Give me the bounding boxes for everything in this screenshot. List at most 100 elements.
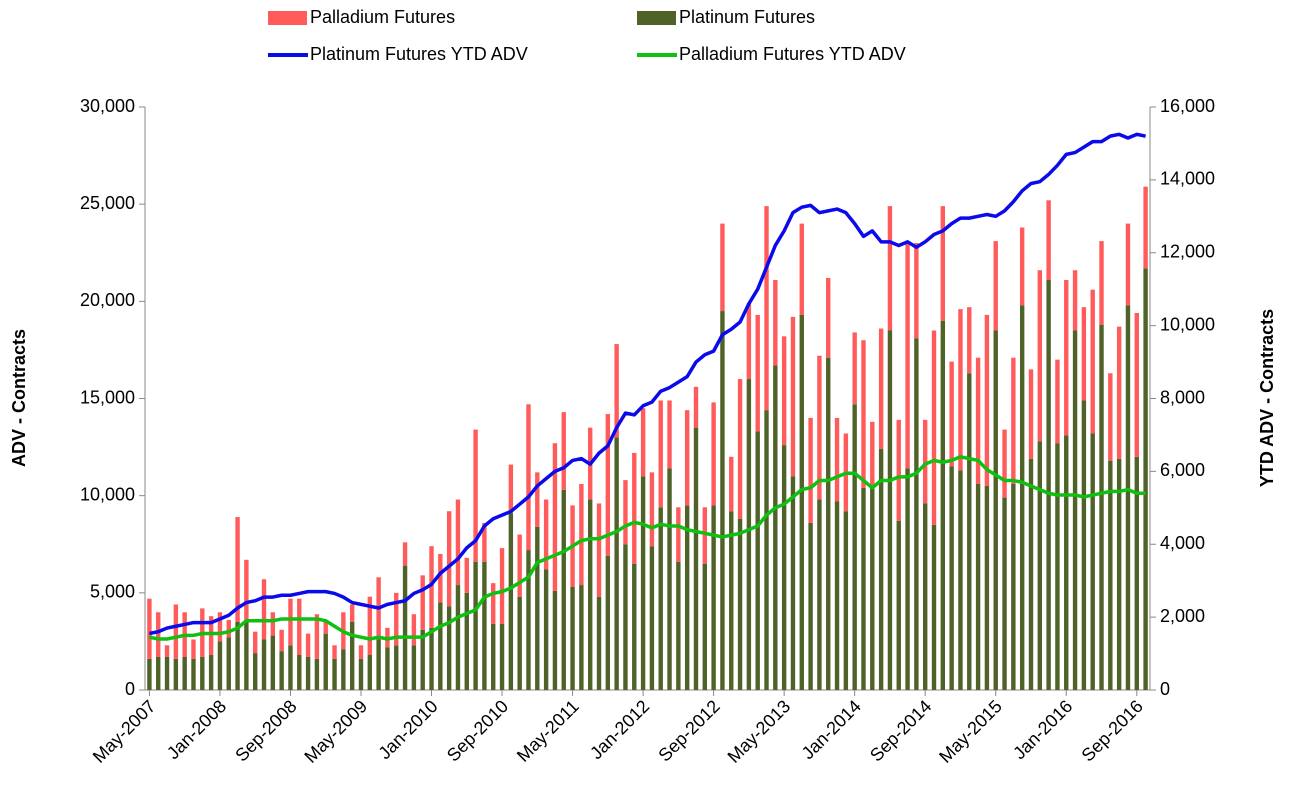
x-tick-label: Sep-2016 [1078,696,1147,765]
bar-segment [1090,433,1095,690]
bar-segment [1125,223,1131,306]
bar-segment [1108,373,1113,461]
y-tick-label: 15,000 [80,387,135,407]
y2-axis-title: YTD ADV - Contracts [1257,309,1277,487]
bar-segment [1064,279,1069,436]
bar-segment [781,336,787,446]
legend-label: Palladium Futures [310,7,455,27]
bar-segment [297,598,302,656]
bar-segment [755,314,760,432]
bar-segment [1011,484,1016,690]
bar-segment [640,408,646,477]
bar-segment [940,320,946,690]
bar-segment [552,443,558,591]
bar-segment [499,623,505,690]
bar-segment [596,503,602,597]
y2-tick-label: 2,000 [1160,606,1205,626]
bar-segment [676,507,681,562]
bar-segment [773,365,778,690]
bar-segment [755,431,760,690]
bar-segment [1046,279,1051,690]
bar-segment [896,520,901,690]
y-tick-label: 10,000 [80,484,135,504]
x-tick-label: Jan-2012 [586,696,653,763]
bar-segment [684,505,690,690]
bar-segment [305,656,311,690]
bar-segment [614,344,619,438]
bar-segment [1134,312,1139,457]
bar-segment [649,472,655,547]
bar-segment [288,645,293,690]
bar-segment [808,522,813,690]
y2-tick-label: 0 [1160,679,1170,699]
bar-segment [870,421,875,488]
bar-segment [1143,268,1148,690]
bar-segment [693,386,699,428]
bar-segment [684,410,690,506]
bar-segment [949,361,954,467]
bar-segment [394,592,399,646]
legend-label: Platinum Futures [679,7,815,27]
bar-segment [834,501,840,690]
bar-segment [191,658,196,690]
bar-segment [746,303,752,380]
bar-segment [1099,324,1104,690]
bar-segment [817,499,822,690]
bar-segment [420,629,425,690]
x-tick-label: Jan-2010 [374,696,441,763]
bar-segment [270,612,276,636]
bar-segment [261,639,267,690]
bar-segment [482,561,487,690]
bar-segment [402,565,408,690]
bar-segment [878,328,884,450]
bar-segment [1072,270,1078,331]
bar-segment [975,357,981,485]
bar-segment [993,330,998,690]
bar-segment [967,373,972,690]
bar-segment [861,487,866,690]
bar-segment [323,620,328,634]
bar-segment [984,485,990,690]
bar-segment [552,590,558,690]
bar-segment [429,546,434,628]
bar-segment [667,400,672,469]
bar-segment [200,656,205,690]
bar-segment [517,534,522,597]
bar-segment [817,355,822,500]
bar-segment [940,206,946,321]
bar-segment [1108,460,1113,690]
x-tick-label: May-2007 [89,696,160,767]
bar-segment [922,503,928,690]
bar-segment [905,243,910,469]
bar-segment [667,468,672,690]
bar-segment [887,206,893,331]
bar-segment [834,417,840,502]
bar-segment [314,614,320,659]
bar-segment [570,587,575,690]
bar-segment [605,555,611,690]
legend-swatch [637,11,676,25]
bar-segment [147,658,152,690]
y2-tick-label: 6,000 [1160,460,1205,480]
bar-segment [446,511,452,607]
bar-segment [958,470,963,690]
bar-segment [614,437,619,690]
bar-segment [156,612,161,657]
bar-segment [737,379,743,519]
bar-segment [252,653,258,690]
bar-segment [535,472,540,527]
bar-segment [649,546,655,690]
x-tick-label: May-2009 [300,696,371,767]
bar-segment [376,639,381,690]
y-tick-label: 5,000 [90,582,135,602]
x-tick-label: Sep-2008 [231,696,300,765]
bar-segment [191,639,196,659]
y-axis-title: ADV - Contracts [9,329,29,467]
y2-tick-label: 12,000 [1160,242,1215,262]
bar-segment [332,658,337,690]
bar-segment [349,621,355,690]
bar-segment [949,466,954,690]
line-series [149,132,1146,636]
bar-segment [729,456,734,512]
